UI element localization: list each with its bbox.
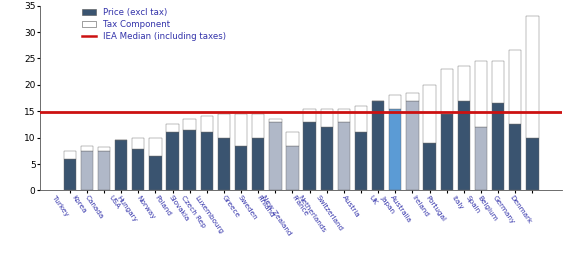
- Bar: [235, 146, 247, 190]
- Bar: [201, 116, 213, 132]
- Bar: [492, 103, 504, 190]
- Bar: [475, 61, 487, 127]
- Bar: [475, 127, 487, 190]
- Bar: [458, 101, 470, 190]
- Bar: [269, 122, 282, 190]
- Bar: [389, 95, 402, 109]
- Bar: [526, 137, 538, 190]
- Bar: [201, 132, 213, 190]
- Bar: [355, 132, 367, 190]
- Bar: [509, 124, 521, 190]
- Bar: [406, 101, 419, 190]
- Bar: [64, 159, 76, 190]
- Bar: [166, 124, 179, 132]
- Bar: [303, 109, 316, 122]
- Bar: [64, 151, 76, 159]
- Bar: [389, 109, 402, 190]
- Bar: [115, 140, 127, 190]
- Bar: [372, 101, 385, 190]
- Bar: [269, 119, 282, 122]
- Bar: [166, 132, 179, 190]
- Bar: [183, 130, 196, 190]
- Legend: Price (excl tax), Tax Component, IEA Median (including taxes): Price (excl tax), Tax Component, IEA Med…: [81, 6, 228, 43]
- Bar: [98, 146, 110, 151]
- Bar: [303, 122, 316, 190]
- Bar: [320, 127, 333, 190]
- Bar: [235, 114, 247, 146]
- Bar: [338, 122, 350, 190]
- Bar: [509, 50, 521, 124]
- Bar: [458, 66, 470, 101]
- Bar: [286, 132, 299, 146]
- Bar: [132, 149, 144, 190]
- Bar: [252, 114, 264, 137]
- Bar: [149, 156, 161, 190]
- Bar: [81, 146, 93, 151]
- Bar: [286, 146, 299, 190]
- Bar: [183, 119, 196, 130]
- Bar: [98, 151, 110, 190]
- Bar: [218, 137, 230, 190]
- Bar: [252, 137, 264, 190]
- Bar: [423, 143, 436, 190]
- Bar: [406, 93, 419, 101]
- Bar: [320, 109, 333, 127]
- Bar: [132, 137, 144, 149]
- Bar: [355, 106, 367, 132]
- Bar: [441, 114, 453, 190]
- Bar: [492, 61, 504, 103]
- Bar: [526, 16, 538, 137]
- Bar: [441, 69, 453, 114]
- Bar: [218, 114, 230, 137]
- Bar: [423, 85, 436, 143]
- Bar: [149, 137, 161, 156]
- Bar: [81, 151, 93, 190]
- Bar: [338, 109, 350, 122]
